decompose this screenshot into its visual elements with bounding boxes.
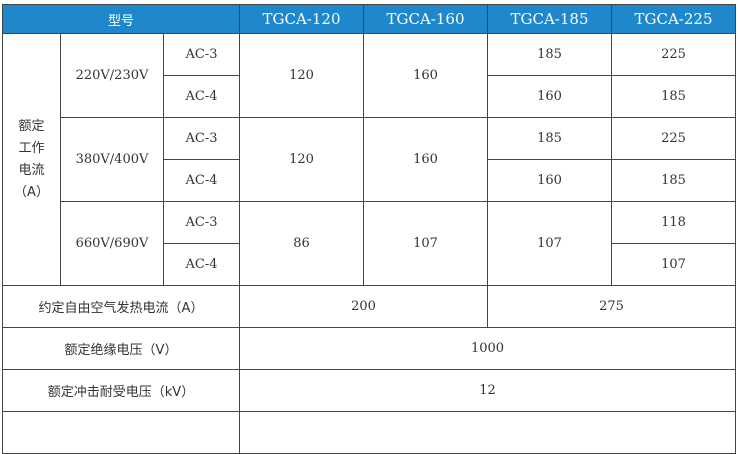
- voltage-cell: 220V/230V: [60, 33, 164, 118]
- value-cell: 160: [487, 159, 612, 202]
- model-tgca-185: TGCA-185: [487, 4, 612, 34]
- thermal-current-value: 200: [239, 285, 488, 328]
- impulse-voltage-value: 12: [239, 369, 736, 412]
- category-cell: AC-4: [163, 159, 240, 202]
- value-cell: 225: [611, 33, 736, 76]
- value-cell: 225: [611, 117, 736, 160]
- model-tgca-225: TGCA-225: [611, 4, 736, 34]
- impulse-voltage-label: 额定冲击耐受电压（kV）: [2, 369, 240, 412]
- value-cell: 107: [363, 201, 488, 286]
- insulation-voltage-value: 1000: [239, 327, 736, 370]
- label-line: 额定: [18, 118, 45, 134]
- label-line: 工作: [18, 140, 45, 156]
- thermal-current-label: 约定自由空气发热电流（A）: [2, 285, 240, 328]
- voltage-cell: 380V/400V: [60, 117, 164, 202]
- value-cell: 118: [611, 201, 736, 244]
- value-cell: 185: [611, 75, 736, 118]
- category-cell: AC-4: [163, 243, 240, 286]
- insulation-voltage-label: 额定绝缘电压（V）: [2, 327, 240, 370]
- value-cell: 120: [239, 33, 364, 118]
- model-header: 型号: [2, 4, 240, 34]
- value-cell: 107: [487, 201, 612, 286]
- category-cell: AC-3: [163, 33, 240, 76]
- voltage-cell: 660V/690V: [60, 201, 164, 286]
- value-cell: 185: [487, 117, 612, 160]
- label-line: 电流: [18, 162, 45, 178]
- value-cell: 120: [239, 117, 364, 202]
- spec-table: 型号 TGCA-120 TGCA-160 TGCA-185 TGCA-225 额…: [2, 4, 736, 454]
- category-cell: AC-3: [163, 117, 240, 160]
- rated-current-label: 额定 工作 电流 （A）: [2, 33, 61, 286]
- model-tgca-160: TGCA-160: [363, 4, 488, 34]
- value-cell: 107: [611, 243, 736, 286]
- value-cell: 160: [363, 33, 488, 118]
- value-cell: 185: [487, 33, 612, 76]
- value-cell: 160: [487, 75, 612, 118]
- value-cell: 185: [611, 159, 736, 202]
- category-cell: AC-4: [163, 75, 240, 118]
- category-cell: AC-3: [163, 201, 240, 244]
- value-cell: 86: [239, 201, 364, 286]
- thermal-current-value: 275: [487, 285, 736, 328]
- model-tgca-120: TGCA-120: [239, 4, 364, 34]
- label-line: （A）: [14, 184, 49, 200]
- value-cell: 160: [363, 117, 488, 202]
